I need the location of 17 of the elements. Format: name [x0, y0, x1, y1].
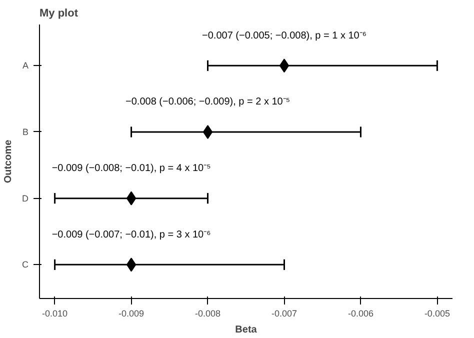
- y-tick-label: D: [22, 193, 29, 204]
- x-tick-label: -0.010: [42, 308, 68, 318]
- x-tick-label: -0.005: [424, 308, 450, 318]
- y-tick-label: C: [22, 260, 29, 270]
- x-tick-label: -0.007: [271, 308, 298, 318]
- x-tick-label: -0.009: [118, 308, 144, 318]
- x-tick-label: -0.008: [195, 308, 221, 318]
- y-tick-label: B: [22, 126, 29, 137]
- y-axis-title: Outcome: [3, 139, 14, 184]
- x-axis-title: Beta: [235, 324, 258, 336]
- x-tick-label: -0.006: [348, 308, 374, 318]
- chart-title: My plot: [40, 8, 78, 20]
- annotation: −0.007 (−0.005; −0.008), p = 1 x 10⁻⁶: [202, 30, 366, 42]
- annotation: −0.009 (−0.008; −0.01), p = 4 x 10⁻⁵: [52, 162, 211, 174]
- y-tick-label: A: [22, 60, 29, 71]
- annotation: −0.008 (−0.006; −0.009), p = 2 x 10⁻⁵: [126, 96, 290, 108]
- annotation: −0.009 (−0.007; −0.01), p = 3 x 10⁻⁶: [52, 229, 211, 240]
